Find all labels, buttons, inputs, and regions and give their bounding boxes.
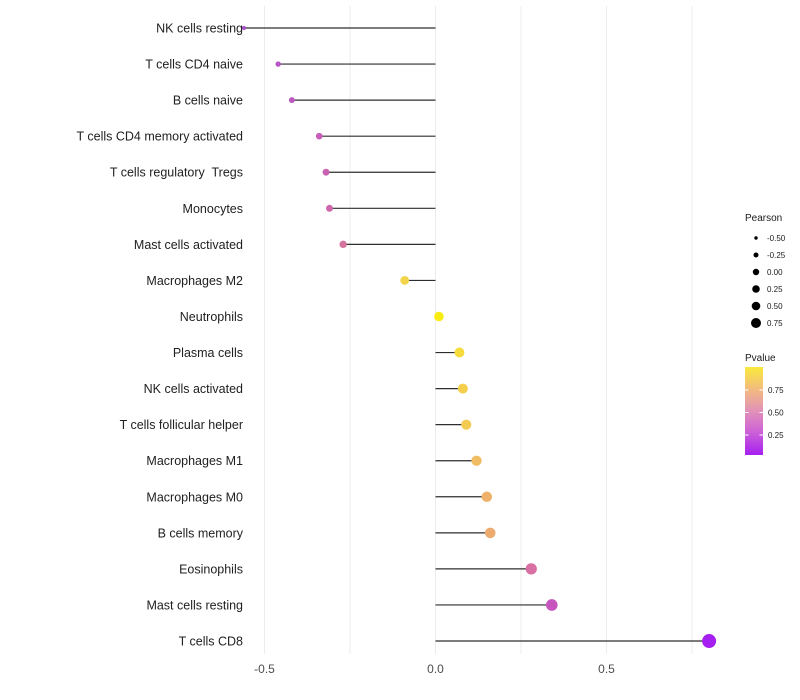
y-axis-label: B cells memory [158,526,244,540]
legend-pearson-dot [751,318,761,328]
data-point-dot [525,563,537,575]
data-point-dot [484,527,496,539]
y-axis-label: Macrophages M2 [146,274,243,288]
data-point-dot [481,491,493,503]
data-point-dot [702,634,717,649]
y-axis-label: Eosinophils [179,562,243,576]
legend-pearson-dot [752,285,760,293]
legend-pearson-dot [752,268,760,276]
y-axis-label: Mast cells resting [146,598,243,612]
y-axis-label: Monocytes [183,202,243,216]
data-point-dot [457,383,468,394]
y-axis-label: Mast cells activated [134,238,243,252]
legend-pearson-label: 0.50 [767,302,783,311]
y-axis-label: Neutrophils [180,310,243,324]
legend-pvalue-label: 0.50 [768,409,784,418]
y-axis-label: T cells CD8 [179,635,243,649]
data-point-dot [275,61,281,67]
y-axis-label: T cells regulatory Tregs [110,166,243,180]
legend-pvalue-colorbar [745,367,763,455]
x-axis-tick-label: 0.5 [598,662,615,676]
data-point-dot [325,204,333,212]
y-axis-label: T cells follicular helper [120,418,243,432]
y-axis-label: Macrophages M0 [146,490,243,504]
legend-pearson-label: 0.25 [767,285,783,294]
y-axis-label: T cells CD4 memory activated [77,130,244,144]
y-axis-label: NK cells resting [156,22,243,36]
data-point-dot [400,276,410,285]
legend-pearson-label: 0.00 [767,268,783,277]
data-point-dot [454,347,465,358]
data-point-dot [322,168,330,176]
data-point-dot [339,240,347,249]
x-axis-tick-label: -0.5 [254,662,275,676]
y-axis-label: Macrophages M1 [146,454,243,468]
x-axis-tick-label: 0.0 [427,662,444,676]
data-point-dot [288,97,295,104]
data-point-dot [434,311,444,322]
legend-pvalue-title: Pvalue [745,353,776,364]
legend-pearson-dot [754,236,758,240]
data-point-dot [471,455,482,466]
legend-pvalue-label: 0.75 [768,386,784,395]
legend-pearson-title: Pearson [745,213,782,224]
legend-pvalue-label: 0.25 [768,431,784,440]
data-point-dot [241,26,246,30]
data-point-dot [315,132,323,140]
legend-pearson-label: -0.25 [767,251,786,260]
legend-pearson-dot [751,301,761,311]
data-point-dot [545,599,558,611]
y-axis-label: B cells naive [173,94,243,108]
y-axis-label: T cells CD4 naive [145,58,243,72]
legend-pearson-label: -0.50 [767,234,786,243]
y-axis-label: Plasma cells [173,346,243,360]
legend-pearson-dot [753,252,759,258]
data-point-dot [461,419,472,430]
y-axis-label: NK cells activated [144,382,243,396]
legend-pearson-label: 0.75 [767,319,783,328]
